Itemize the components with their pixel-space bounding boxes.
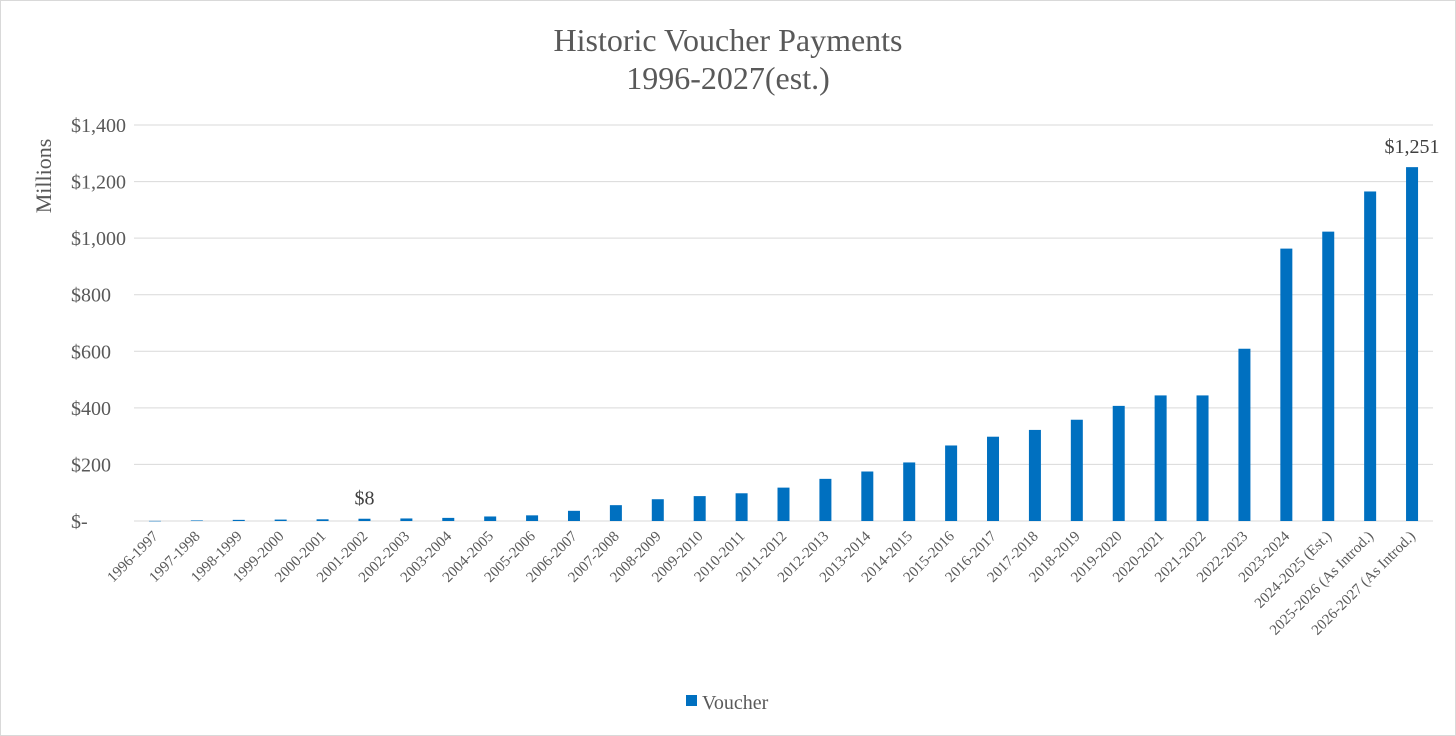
bar — [1070, 419, 1083, 521]
bar — [316, 519, 329, 521]
y-tick-label: $400 — [71, 398, 111, 420]
bar — [442, 517, 455, 521]
y-tick-label: $1,200 — [71, 172, 126, 194]
legend-swatch-voucher — [686, 695, 697, 706]
bar — [1280, 248, 1293, 521]
bar — [148, 520, 161, 522]
grid-layer — [134, 124, 1433, 522]
bar — [861, 471, 874, 521]
y-tick-label: $600 — [71, 341, 111, 363]
bar — [232, 519, 245, 521]
data-labels: $8 $1,251 — [354, 136, 1439, 510]
bar — [987, 436, 1000, 521]
bar — [693, 496, 706, 521]
bar — [400, 518, 413, 521]
bar — [819, 478, 832, 521]
bar — [567, 510, 580, 521]
bar — [1112, 405, 1125, 521]
bar — [777, 487, 790, 521]
bar — [1028, 429, 1041, 521]
bar — [1196, 395, 1209, 521]
bar — [1406, 167, 1419, 521]
bar — [735, 493, 748, 521]
bar — [1322, 231, 1335, 521]
x-tick-labels: 1996-19971997-19981998-19991999-20002000… — [105, 528, 1419, 638]
chart-title-text: Historic Voucher Payments — [554, 22, 903, 58]
y-tick-labels: $- $200 $400 $600 $800 $1,000 $1,200 $1,400 — [71, 115, 126, 533]
chart-title: Historic Voucher Payments 1996-2027(est.… — [554, 22, 903, 96]
legend: Voucher — [686, 692, 769, 714]
y-tick-label: $1,400 — [71, 115, 126, 137]
bar — [1154, 395, 1167, 521]
bar — [526, 515, 539, 521]
y-tick-label: $- — [71, 511, 88, 533]
legend-label-voucher: Voucher — [702, 692, 769, 714]
bar — [651, 499, 664, 521]
bar — [484, 516, 497, 521]
data-label: $8 — [354, 488, 374, 510]
chart-subtitle-text: 1996-2027(est.) — [626, 60, 830, 96]
y-tick-label: $1,000 — [71, 228, 126, 250]
bar — [903, 462, 916, 521]
bar — [190, 520, 203, 521]
y-axis-title: Millions — [31, 139, 56, 214]
bar — [358, 518, 371, 521]
y-tick-label: $800 — [71, 285, 111, 307]
bar — [945, 445, 958, 521]
bar — [1238, 348, 1251, 521]
data-label: $1,251 — [1385, 136, 1440, 158]
bar — [1364, 191, 1377, 521]
bar-layer — [148, 167, 1419, 522]
bar — [609, 505, 622, 521]
y-tick-label: $200 — [71, 454, 111, 476]
bar — [274, 519, 287, 521]
x-tick-label: 2024-2025 (Est.) — [1252, 529, 1335, 612]
